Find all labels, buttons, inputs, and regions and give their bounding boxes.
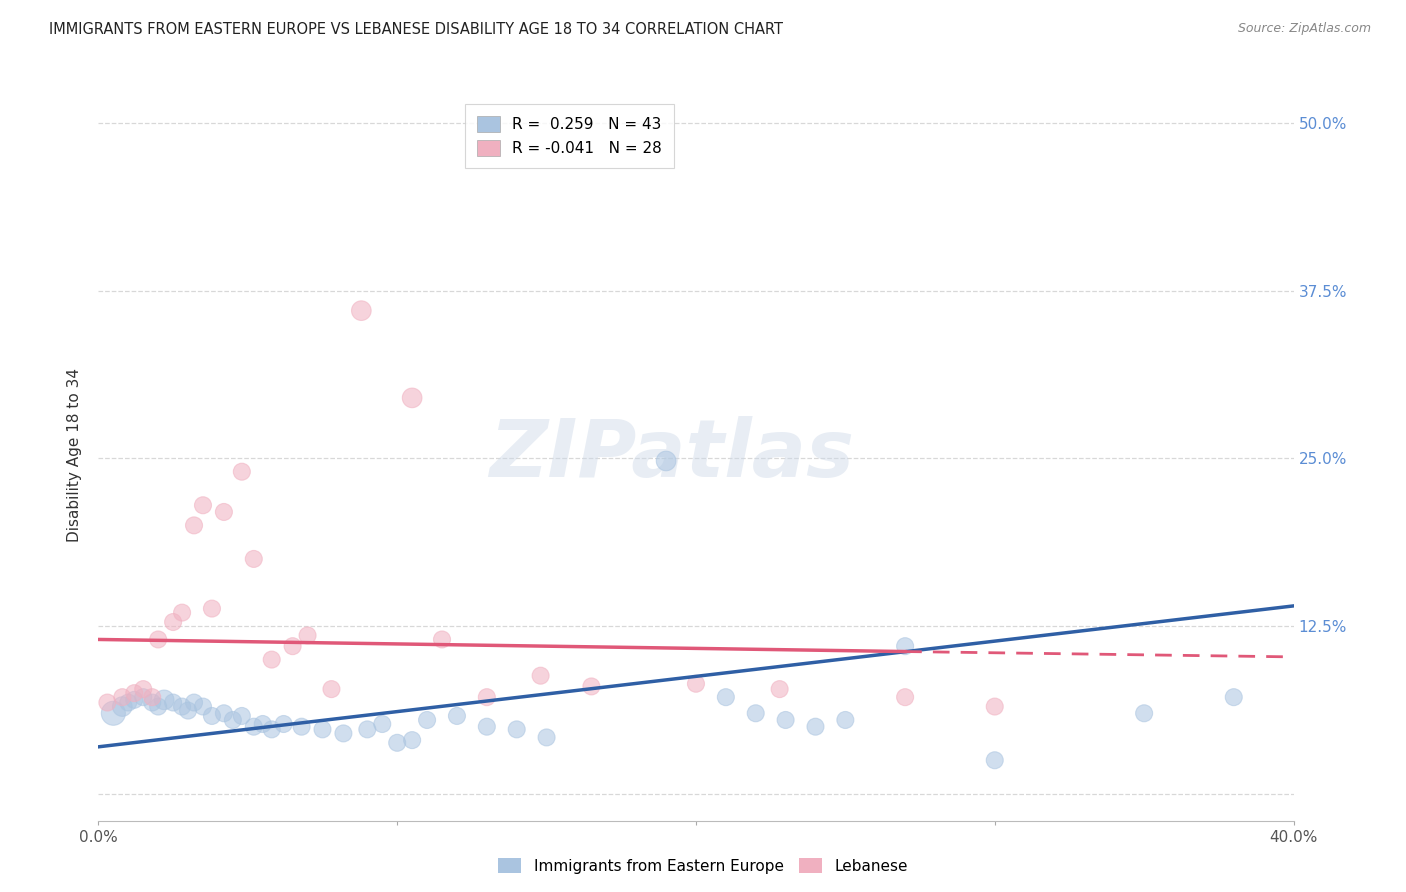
Point bbox=[371, 717, 394, 731]
Point bbox=[162, 696, 184, 710]
Point bbox=[506, 723, 529, 737]
Point bbox=[385, 736, 409, 750]
Point bbox=[401, 391, 423, 405]
Point bbox=[148, 699, 170, 714]
Point bbox=[243, 552, 266, 566]
Point bbox=[416, 713, 439, 727]
Point bbox=[475, 690, 498, 705]
Text: ZIPatlas: ZIPatlas bbox=[489, 416, 855, 494]
Point bbox=[894, 639, 917, 653]
Point bbox=[581, 680, 603, 694]
Y-axis label: Disability Age 18 to 34: Disability Age 18 to 34 bbox=[67, 368, 83, 542]
Point bbox=[804, 720, 827, 734]
Point bbox=[212, 706, 235, 721]
Point bbox=[401, 733, 423, 747]
Point bbox=[212, 505, 235, 519]
Point bbox=[148, 632, 170, 647]
Point bbox=[894, 690, 917, 705]
Point bbox=[231, 709, 253, 723]
Point bbox=[321, 682, 343, 697]
Point bbox=[124, 693, 146, 707]
Point bbox=[332, 726, 354, 740]
Point bbox=[243, 720, 266, 734]
Point bbox=[536, 731, 558, 745]
Legend: Immigrants from Eastern Europe, Lebanese: Immigrants from Eastern Europe, Lebanese bbox=[492, 852, 914, 880]
Point bbox=[183, 696, 205, 710]
Point bbox=[177, 704, 200, 718]
Point bbox=[984, 753, 1007, 767]
Point bbox=[103, 706, 125, 721]
Point bbox=[350, 303, 373, 318]
Point bbox=[132, 682, 155, 697]
Point bbox=[356, 723, 378, 737]
Point bbox=[530, 669, 553, 683]
Point bbox=[231, 465, 253, 479]
Point bbox=[191, 699, 214, 714]
Point bbox=[685, 677, 707, 691]
Point bbox=[291, 720, 314, 734]
Point bbox=[191, 498, 214, 512]
Point bbox=[834, 713, 856, 727]
Point bbox=[201, 709, 224, 723]
Point bbox=[252, 717, 274, 731]
Point bbox=[260, 723, 283, 737]
Point bbox=[172, 699, 194, 714]
Point bbox=[273, 717, 295, 731]
Point bbox=[446, 709, 468, 723]
Point bbox=[655, 454, 678, 468]
Point bbox=[117, 696, 139, 710]
Point bbox=[1133, 706, 1156, 721]
Point bbox=[1223, 690, 1246, 705]
Point bbox=[96, 696, 118, 710]
Point bbox=[769, 682, 792, 697]
Point bbox=[201, 601, 224, 615]
Point bbox=[475, 720, 498, 734]
Point bbox=[775, 713, 797, 727]
Point bbox=[297, 628, 319, 642]
Point bbox=[984, 699, 1007, 714]
Text: IMMIGRANTS FROM EASTERN EUROPE VS LEBANESE DISABILITY AGE 18 TO 34 CORRELATION C: IMMIGRANTS FROM EASTERN EUROPE VS LEBANE… bbox=[49, 22, 783, 37]
Point bbox=[281, 639, 304, 653]
Point bbox=[183, 518, 205, 533]
Point bbox=[714, 690, 737, 705]
Text: Source: ZipAtlas.com: Source: ZipAtlas.com bbox=[1237, 22, 1371, 36]
Point bbox=[141, 696, 163, 710]
Point bbox=[311, 723, 333, 737]
Point bbox=[111, 699, 134, 714]
Point bbox=[141, 690, 163, 705]
Point bbox=[430, 632, 453, 647]
Point bbox=[222, 713, 245, 727]
Point bbox=[162, 615, 184, 629]
Point bbox=[111, 690, 134, 705]
Legend: R =  0.259   N = 43, R = -0.041   N = 28: R = 0.259 N = 43, R = -0.041 N = 28 bbox=[464, 104, 673, 169]
Point bbox=[132, 690, 155, 705]
Point bbox=[260, 652, 283, 666]
Point bbox=[172, 606, 194, 620]
Point bbox=[153, 693, 176, 707]
Point bbox=[745, 706, 768, 721]
Point bbox=[124, 686, 146, 700]
